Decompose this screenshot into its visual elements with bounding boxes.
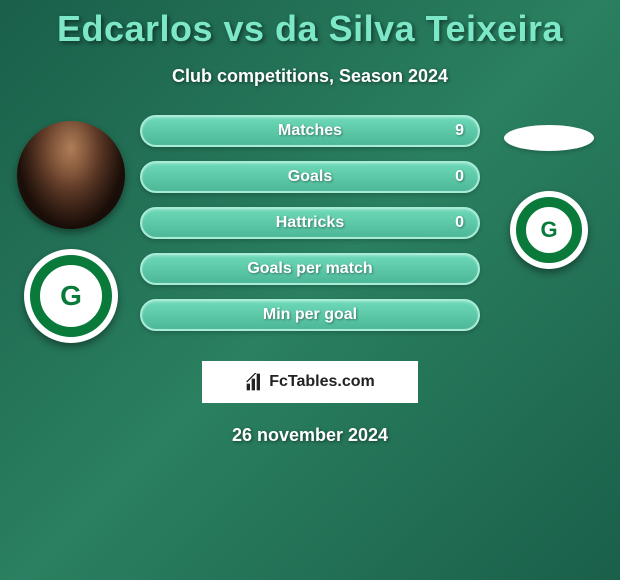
footer-brand-box: FcTables.com xyxy=(202,361,418,403)
stat-goals: Goals 0 xyxy=(140,161,480,193)
stat-label: Min per goal xyxy=(263,306,357,324)
stat-value: 0 xyxy=(455,168,464,186)
stat-label: Goals xyxy=(288,168,332,186)
player-placeholder-icon xyxy=(504,125,594,151)
stat-hattricks: Hattricks 0 xyxy=(140,207,480,239)
fctables-logo: FcTables.com xyxy=(245,373,375,391)
club-badge-left: G xyxy=(24,249,118,343)
player-avatar-edcarlos xyxy=(17,121,125,229)
comparison-title: Edcarlos vs da Silva Teixeira xyxy=(0,0,620,50)
badge-letter: G xyxy=(531,212,567,248)
left-player-column: G xyxy=(6,115,136,343)
main-content: G Matches 9 Goals 0 Hattricks 0 Goals pe… xyxy=(0,115,620,343)
club-badge-right: G xyxy=(510,191,588,269)
bars-icon xyxy=(245,373,265,391)
stat-label: Goals per match xyxy=(247,260,372,278)
stat-matches: Matches 9 xyxy=(140,115,480,147)
brand-text: FcTables.com xyxy=(269,373,375,391)
comparison-subtitle: Club competitions, Season 2024 xyxy=(0,66,620,87)
right-player-column: G xyxy=(484,115,614,269)
stat-goals-per-match: Goals per match xyxy=(140,253,480,285)
stat-label: Matches xyxy=(278,122,342,140)
stats-column: Matches 9 Goals 0 Hattricks 0 Goals per … xyxy=(136,115,484,331)
stat-min-per-goal: Min per goal xyxy=(140,299,480,331)
stat-value: 9 xyxy=(455,122,464,140)
stat-label: Hattricks xyxy=(276,214,344,232)
stat-value: 0 xyxy=(455,214,464,232)
comparison-date: 26 november 2024 xyxy=(0,425,620,446)
badge-letter: G xyxy=(48,273,94,319)
